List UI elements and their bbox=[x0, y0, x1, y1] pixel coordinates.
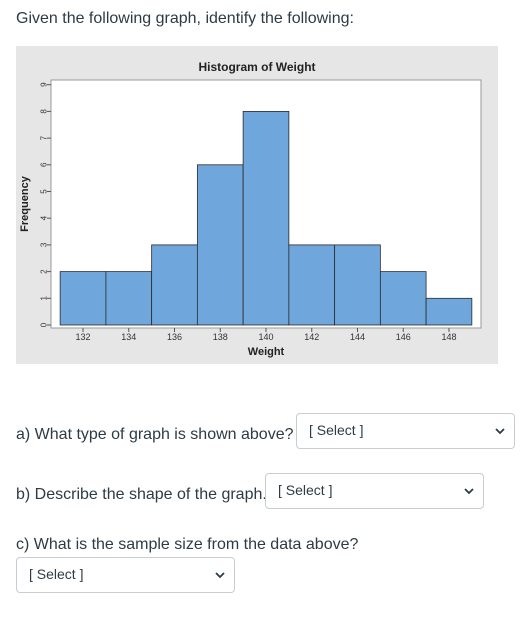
y-tick-label: 3 bbox=[40, 242, 49, 247]
y-tick-label: 6 bbox=[40, 162, 49, 167]
question-c-select[interactable]: [ Select ] bbox=[16, 557, 235, 593]
question-c-select-value: [ Select ] bbox=[29, 566, 84, 582]
x-axis-label: Weight bbox=[248, 346, 285, 358]
y-tick-label: 4 bbox=[40, 215, 49, 220]
x-tick-label: 142 bbox=[304, 332, 319, 342]
x-tick-label: 132 bbox=[76, 332, 91, 342]
histogram-bar bbox=[105, 271, 153, 326]
x-tick-label: 144 bbox=[350, 332, 365, 342]
y-tick-label: 9 bbox=[40, 82, 49, 87]
chevron-down-icon bbox=[215, 572, 225, 579]
question-c-text: c) What is the sample size from the data… bbox=[16, 536, 359, 553]
question-b-text: b) Describe the shape of the graph. bbox=[16, 486, 267, 503]
y-tick-label: 8 bbox=[40, 109, 49, 114]
y-tick-label: 5 bbox=[40, 189, 49, 194]
histogram-bar bbox=[196, 164, 244, 326]
histogram-bar bbox=[59, 271, 107, 326]
question-a-select[interactable]: [ Select ] bbox=[296, 413, 515, 449]
chevron-down-icon bbox=[464, 488, 474, 495]
y-axis-label: Frequency bbox=[19, 175, 31, 232]
histogram-svg: 0 1 2 3 4 5 6 7 8 9 132 134 136 138 140 142 144 146 148 His… bbox=[19, 60, 482, 358]
question-a-text: a) What type of graph is shown above? bbox=[16, 426, 294, 443]
x-tick-label: 136 bbox=[167, 332, 182, 342]
chart-title: Histogram of Weight bbox=[198, 60, 315, 74]
x-tick-label: 146 bbox=[396, 332, 411, 342]
y-tick-label: 0 bbox=[40, 322, 49, 327]
x-tick-label: 134 bbox=[121, 332, 136, 342]
x-tick-label: 148 bbox=[441, 332, 456, 342]
question-b-select[interactable]: [ Select ] bbox=[265, 473, 484, 509]
histogram-chart: 0 1 2 3 4 5 6 7 8 9 132 134 136 138 140 142 144 146 148 His… bbox=[16, 46, 498, 364]
y-tick-label: 1 bbox=[40, 296, 49, 301]
histogram-bar bbox=[379, 271, 427, 326]
question-a-select-value: [ Select ] bbox=[309, 422, 364, 438]
histogram-bar bbox=[151, 244, 198, 326]
histogram-bar bbox=[425, 297, 473, 326]
question-b-select-value: [ Select ] bbox=[278, 482, 333, 498]
question-intro: Given the following graph, identify the … bbox=[16, 10, 354, 27]
x-tick-label: 140 bbox=[258, 332, 273, 342]
x-tick-label: 138 bbox=[213, 332, 228, 342]
histogram-bar bbox=[242, 111, 290, 326]
histogram-bar bbox=[288, 244, 336, 326]
chevron-down-icon bbox=[495, 428, 505, 435]
histogram-bar bbox=[334, 244, 381, 326]
y-tick-label: 7 bbox=[40, 135, 49, 140]
y-tick-label: 2 bbox=[40, 269, 49, 274]
